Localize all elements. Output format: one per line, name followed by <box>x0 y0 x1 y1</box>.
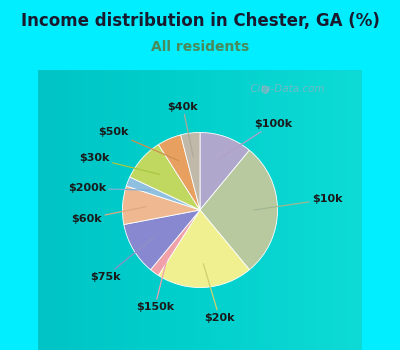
Wedge shape <box>150 210 200 275</box>
Text: $200k: $200k <box>68 183 150 194</box>
Text: $75k: $75k <box>90 237 154 282</box>
Text: Income distribution in Chester, GA (%): Income distribution in Chester, GA (%) <box>20 12 380 30</box>
Wedge shape <box>130 145 200 210</box>
Text: $20k: $20k <box>203 264 235 323</box>
Text: City-Data.com: City-Data.com <box>244 84 324 94</box>
Wedge shape <box>122 186 200 225</box>
Text: $30k: $30k <box>79 153 160 174</box>
Wedge shape <box>126 177 200 210</box>
Text: $50k: $50k <box>99 127 179 161</box>
Wedge shape <box>200 132 250 210</box>
Text: $40k: $40k <box>168 102 198 156</box>
Text: All residents: All residents <box>151 40 249 54</box>
Wedge shape <box>158 210 250 288</box>
Text: $60k: $60k <box>72 206 146 224</box>
Wedge shape <box>181 132 200 210</box>
Wedge shape <box>200 150 278 270</box>
Text: $100k: $100k <box>218 119 292 159</box>
Wedge shape <box>158 135 200 210</box>
Wedge shape <box>124 210 200 270</box>
Text: $10k: $10k <box>254 194 342 210</box>
Text: $150k: $150k <box>136 253 174 312</box>
